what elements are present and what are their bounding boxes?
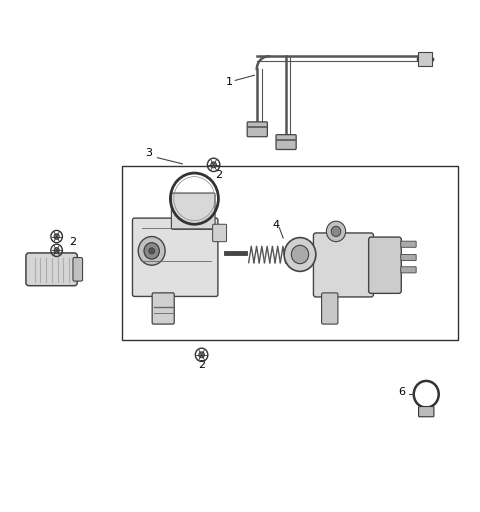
Text: 1: 1 [226, 77, 233, 87]
Text: 2: 2 [215, 170, 222, 180]
FancyBboxPatch shape [401, 267, 416, 273]
FancyBboxPatch shape [171, 193, 215, 229]
FancyBboxPatch shape [401, 241, 416, 247]
Text: 5: 5 [50, 276, 57, 287]
Circle shape [54, 234, 59, 239]
FancyBboxPatch shape [73, 258, 83, 281]
Circle shape [326, 221, 346, 242]
Bar [418, 52, 432, 66]
FancyBboxPatch shape [26, 253, 77, 286]
Text: 2: 2 [70, 237, 76, 247]
FancyBboxPatch shape [247, 122, 267, 137]
FancyBboxPatch shape [322, 293, 338, 324]
Text: 3: 3 [145, 147, 152, 158]
Circle shape [144, 243, 159, 259]
Circle shape [331, 226, 341, 237]
FancyBboxPatch shape [132, 218, 218, 296]
Text: 4: 4 [273, 220, 280, 230]
Circle shape [54, 248, 59, 253]
Circle shape [291, 245, 309, 264]
Circle shape [138, 237, 165, 265]
Bar [122, 166, 458, 340]
Text: 6: 6 [399, 387, 406, 397]
FancyBboxPatch shape [276, 135, 296, 150]
Circle shape [199, 352, 204, 358]
Circle shape [211, 162, 216, 168]
FancyBboxPatch shape [152, 293, 174, 324]
Circle shape [149, 248, 155, 254]
FancyBboxPatch shape [313, 233, 373, 297]
Circle shape [284, 238, 316, 271]
FancyBboxPatch shape [369, 237, 401, 293]
FancyBboxPatch shape [213, 224, 227, 242]
FancyBboxPatch shape [419, 407, 434, 417]
FancyBboxPatch shape [401, 254, 416, 261]
Text: 2: 2 [198, 360, 205, 370]
